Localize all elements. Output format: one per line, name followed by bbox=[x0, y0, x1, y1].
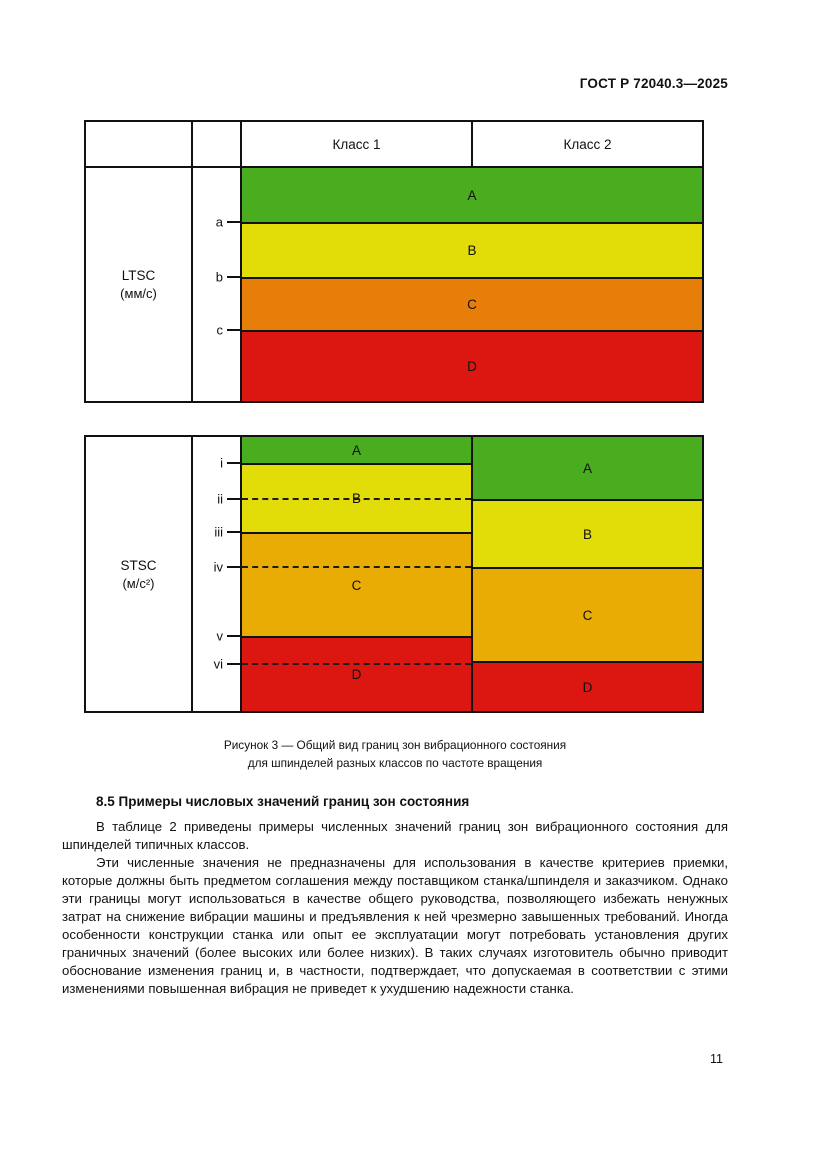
zone-label-A: A bbox=[467, 187, 477, 203]
zone-B-both-classes: B bbox=[242, 222, 702, 277]
tick-label-ii: ii bbox=[217, 491, 223, 507]
figure-caption-line-2: для шпинделей разных классов по частоте … bbox=[247, 755, 543, 770]
zone-boundary-dash-line bbox=[242, 663, 471, 665]
tick-mark-iv bbox=[227, 566, 240, 568]
zone-label-C: C bbox=[582, 607, 593, 623]
zone-B-class-2: B bbox=[473, 499, 702, 567]
zone-D-class-2: D bbox=[473, 661, 702, 711]
zone-column-inner: A B C D bbox=[242, 168, 702, 401]
tick-column-stsc: i ii iii iv v vi bbox=[191, 435, 242, 713]
zone-label-B: B bbox=[582, 526, 592, 542]
figure-caption-line-1: Рисунок 3 — Общий вид границ зон вибраци… bbox=[223, 738, 567, 752]
tick-label-a: a bbox=[215, 214, 223, 230]
tick-mark-ii bbox=[227, 498, 240, 500]
class-1-label: Класс 1 bbox=[332, 136, 381, 152]
tick-mark-i bbox=[227, 462, 240, 464]
figure-sections-area: LTSC (мм/с) a b c A B C D STSC (м/с²) i ii iii iv v vi A B… bbox=[84, 120, 704, 713]
paragraph-1: В таблице 2 приведены примеры численных … bbox=[62, 819, 728, 852]
tick-label-b: b bbox=[215, 269, 223, 285]
zone-label-D: D bbox=[351, 667, 362, 682]
section-unit: (м/с²) bbox=[122, 575, 155, 591]
zone-C-class-2: C bbox=[473, 567, 702, 661]
tick-mark-b bbox=[227, 276, 240, 278]
tick-mark-vi bbox=[227, 663, 240, 665]
tick-label-iv: iv bbox=[213, 559, 223, 575]
section-name: STSC bbox=[120, 557, 157, 573]
page-number: 11 bbox=[710, 1052, 723, 1066]
document-number-header: ГОСТ Р 72040.3—2025 bbox=[579, 76, 728, 91]
figure-header-cell-blank-2 bbox=[191, 120, 242, 168]
tick-column-ltsc: a b c bbox=[191, 166, 242, 403]
tick-mark-a bbox=[227, 221, 240, 223]
tick-mark-v bbox=[227, 635, 240, 637]
class-2-label: Класс 2 bbox=[563, 136, 612, 152]
zone-label-B: B bbox=[467, 243, 477, 258]
zone-column-inner: A B C D bbox=[473, 437, 702, 711]
tick-mark-c bbox=[227, 329, 240, 331]
zone-B-class-1: B bbox=[242, 463, 471, 532]
figure-caption: Рисунок 3 — Общий вид границ зон вибраци… bbox=[62, 737, 728, 772]
tick-label-c: c bbox=[216, 322, 224, 338]
tick-label-v: v bbox=[216, 628, 224, 644]
tick-column-inner: i ii iii iv v vi bbox=[193, 437, 240, 711]
zone-label-A: A bbox=[582, 460, 592, 476]
figure-vibration-zone-boundaries: Класс 1 Класс 2 LTSC (мм/с) a b c A B C D STSC (м/… bbox=[84, 120, 704, 713]
zone-C-class-1: C bbox=[242, 532, 471, 636]
tick-label-vi: vi bbox=[213, 656, 223, 672]
zone-D-class-1: D bbox=[242, 636, 471, 711]
zone-A-both-classes: A bbox=[242, 168, 702, 222]
body-text: В таблице 2 приведены примеры численных … bbox=[62, 818, 728, 998]
tick-column-inner: a b c bbox=[193, 168, 240, 401]
zone-A-class-1: A bbox=[242, 437, 471, 463]
zone-A-class-2: A bbox=[473, 437, 702, 499]
zone-column-both-classes: A B C D bbox=[240, 166, 704, 403]
section-heading-8-5: 8.5 Примеры числовых значений границ зон… bbox=[96, 794, 470, 809]
tick-label-iii: iii bbox=[214, 524, 223, 540]
section-label-cell-stsc: STSC (м/с²) bbox=[84, 435, 193, 713]
section-label-cell-ltsc: LTSC (мм/с) bbox=[84, 166, 193, 403]
tick-label-i: i bbox=[220, 455, 223, 471]
zone-label-D: D bbox=[467, 359, 477, 374]
zone-boundary-dash-line bbox=[242, 566, 471, 568]
zone-label-D: D bbox=[582, 679, 593, 695]
zone-column-class-2: A B C D bbox=[471, 435, 704, 713]
tick-mark-iii bbox=[227, 531, 240, 533]
zone-C-both-classes: C bbox=[242, 277, 702, 330]
zone-label-C: C bbox=[467, 297, 477, 312]
paragraph-2: Эти численные значения не предназначены … bbox=[62, 855, 728, 996]
section-name: LTSC bbox=[121, 268, 156, 283]
section-unit: (мм/с) bbox=[120, 286, 157, 301]
zone-D-both-classes: D bbox=[242, 330, 702, 401]
figure-header-class-2: Класс 2 bbox=[471, 120, 704, 168]
zone-label-C: C bbox=[351, 577, 362, 593]
zone-label-A: A bbox=[351, 442, 361, 458]
zone-boundary-dash-line bbox=[242, 498, 471, 500]
